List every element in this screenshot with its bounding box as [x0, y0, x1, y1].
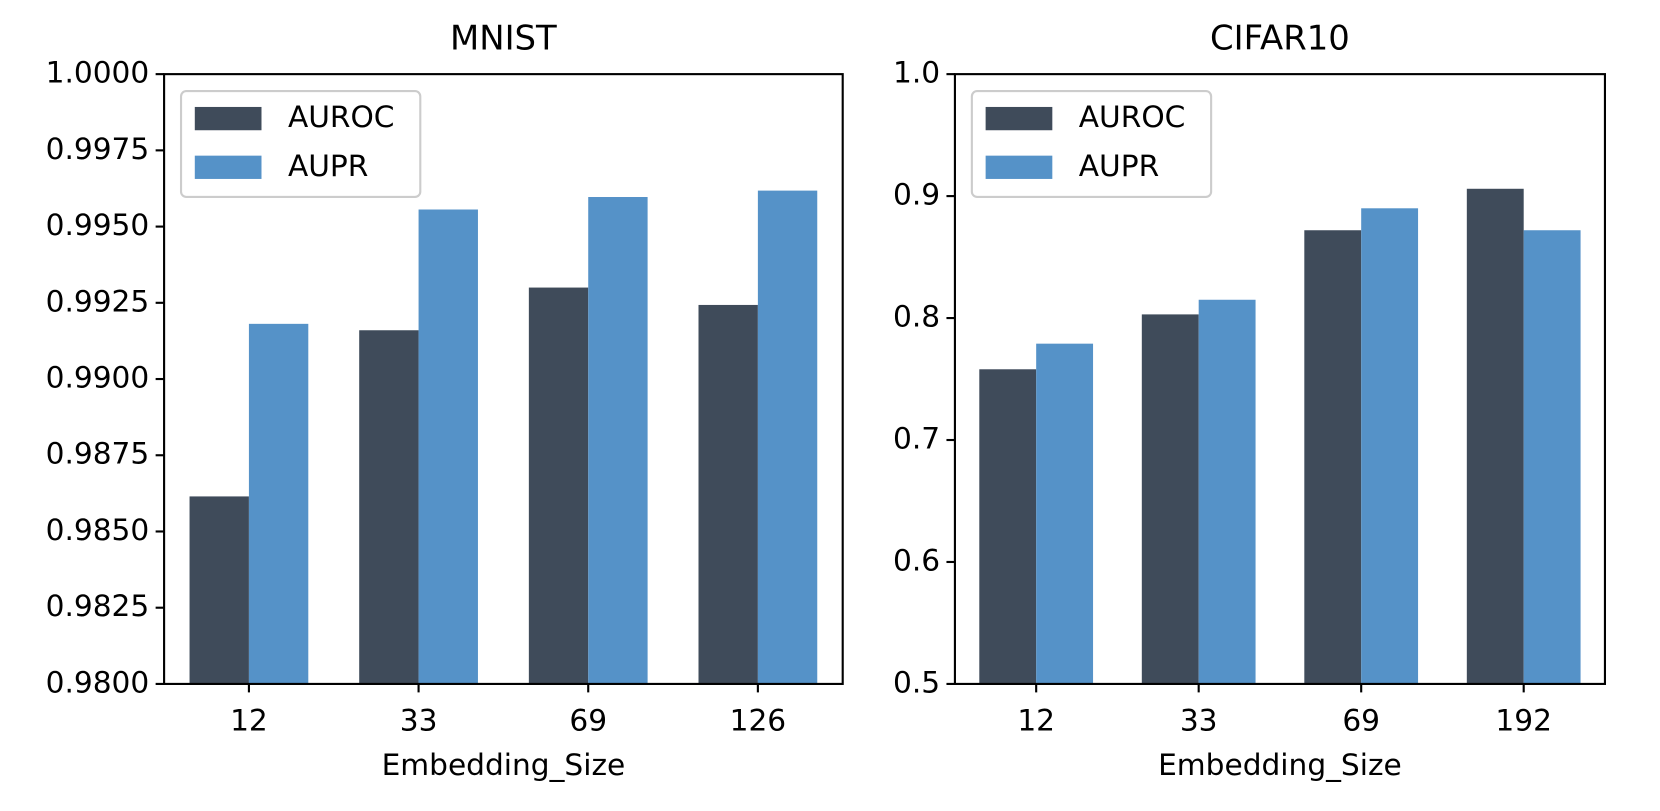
- x-tick-label: 33: [400, 703, 438, 738]
- x-axis-label: Embedding_Size: [382, 747, 626, 782]
- subplot: CIFAR10 0.5 0.6 0.7 0.8 0.9 1.0 12 33 69 192 Embedd…: [893, 19, 1607, 782]
- bar: [1523, 230, 1581, 684]
- bar: [979, 369, 1037, 684]
- x-tick-label: 12: [230, 703, 268, 738]
- y-tick-label: 1.0: [893, 55, 940, 90]
- y-tick-label: 0.9950: [46, 207, 150, 242]
- bar: [1304, 230, 1362, 684]
- legend-swatch: [194, 106, 262, 131]
- bar: [359, 330, 419, 684]
- subplot: MNIST 0.9800 0.9825 0.9850 0.9875 0.9900 0.992…: [46, 19, 844, 782]
- bar: [1198, 299, 1256, 684]
- x-axis-label: Embedding_Size: [1158, 747, 1402, 782]
- y-tick-label: 0.7: [893, 421, 940, 456]
- x-tick-label: 69: [1342, 703, 1380, 738]
- bar: [1036, 343, 1094, 684]
- bar: [698, 304, 758, 684]
- bar: [528, 287, 589, 684]
- x-tick-label: 33: [1180, 703, 1218, 738]
- y-tick-label: 0.9800: [46, 664, 150, 699]
- bar: [1141, 314, 1199, 684]
- legend-swatch: [194, 155, 262, 179]
- y-tick-label: 0.8: [893, 299, 940, 334]
- legend-label: AUPR: [1079, 148, 1159, 183]
- x-tick-label: 192: [1495, 703, 1552, 738]
- legend-label: AUPR: [288, 148, 368, 183]
- x-tick-label: 126: [730, 703, 787, 738]
- y-tick-label: 0.6: [893, 542, 940, 577]
- y-tick-label: 0.5: [893, 664, 940, 699]
- legend-swatch: [985, 106, 1053, 131]
- legend-swatch: [985, 155, 1053, 179]
- x-tick-label: 69: [569, 703, 607, 738]
- chart-title: CIFAR10: [1210, 19, 1350, 58]
- y-tick-label: 0.9825: [46, 588, 150, 623]
- bar: [189, 496, 249, 684]
- chart-title: MNIST: [450, 19, 557, 58]
- y-tick-label: 0.9900: [46, 360, 150, 395]
- y-tick-label: 0.9850: [46, 512, 150, 547]
- y-tick-label: 0.9925: [46, 283, 150, 318]
- plot-frame: [953, 73, 1607, 685]
- plot-frame: [163, 73, 844, 685]
- bar: [248, 323, 309, 684]
- y-tick-label: 0.9875: [46, 436, 150, 471]
- y-tick-label: 0.9: [893, 177, 940, 212]
- bar: [588, 197, 648, 684]
- y-tick-label: 0.9975: [46, 131, 150, 166]
- bar: [1466, 188, 1524, 684]
- bar: [1361, 208, 1419, 684]
- legend-label: AUROC: [288, 99, 395, 134]
- y-tick-label: 1.0000: [46, 55, 150, 90]
- bar: [757, 190, 818, 684]
- x-tick-label: 12: [1017, 703, 1055, 738]
- legend-label: AUROC: [1079, 99, 1186, 134]
- bar: [418, 209, 478, 684]
